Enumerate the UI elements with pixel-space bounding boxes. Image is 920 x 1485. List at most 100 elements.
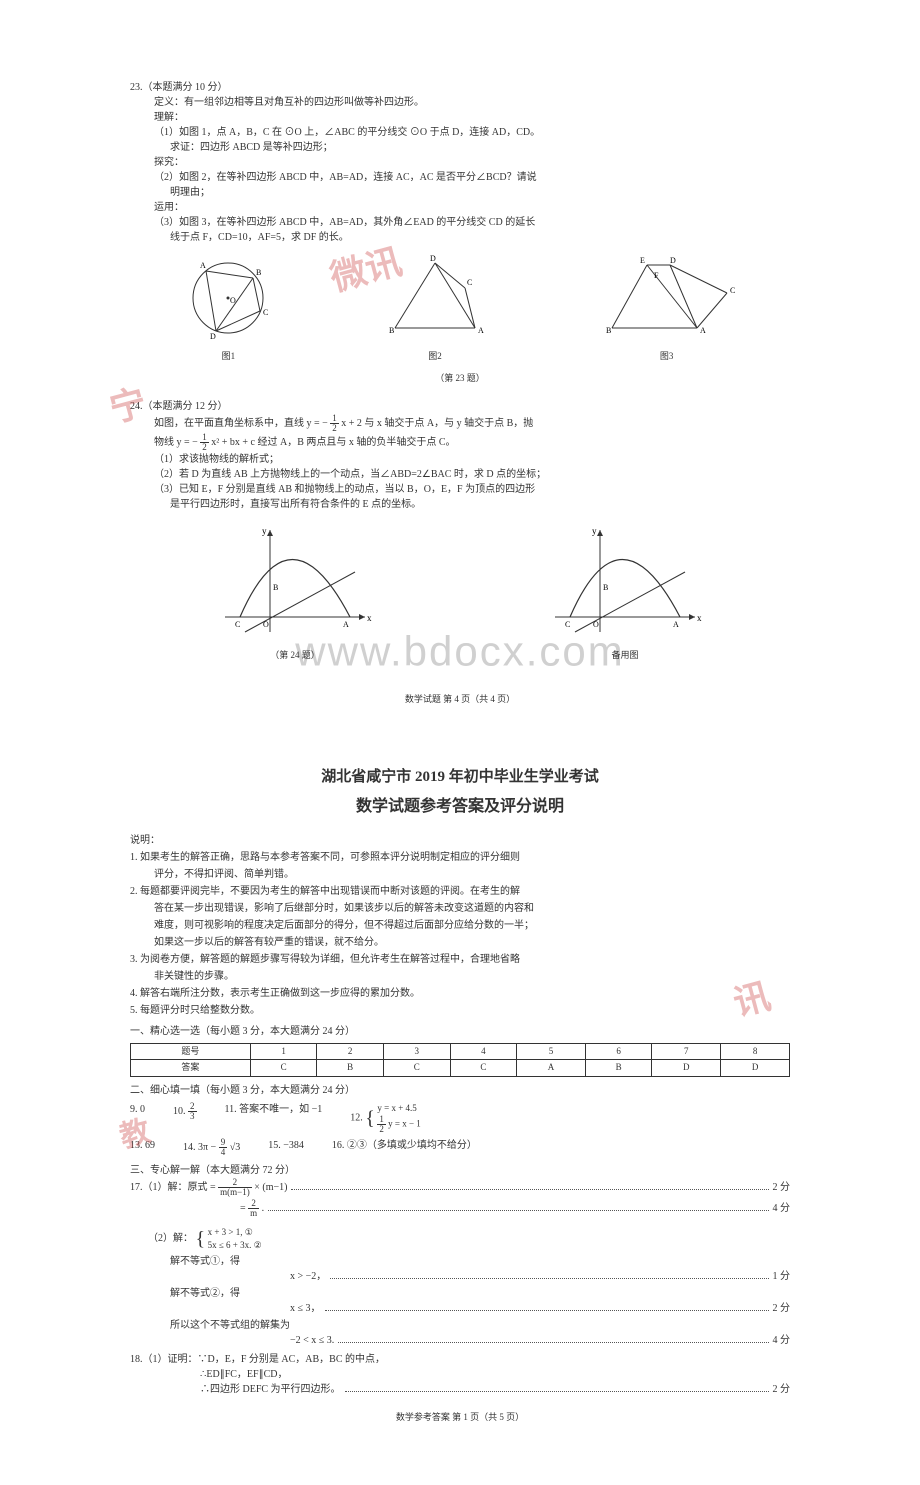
question-24: 宁 24.（本题满分 12 分） 如图，在平面直角坐标系中，直线 y = − 1…	[130, 399, 790, 663]
s18-1: 18.（1）证明：∵D，E，F 分别是 AC，AB，BC 的中点，	[130, 1352, 790, 1367]
svg-text:C: C	[730, 286, 735, 295]
q24-l1a: 如图，在平面直角坐标系中，直线 y = −	[154, 418, 330, 429]
s17-2-p1: 1 分	[773, 1269, 791, 1284]
svg-text:O: O	[230, 296, 236, 305]
q23-def: 定义：有一组邻边相等且对角互补的四边形叫做等补四边形。	[130, 95, 790, 110]
s17-1-eq2: = 2m .	[240, 1199, 264, 1218]
question-23: 23.（本题满分 10 分） 定义：有一组邻边相等且对角互补的四边形叫做等补四边…	[130, 80, 790, 385]
note-2b: 答在某一步出现错误，影响了后继部分时，如果该步以后的解答未改变这道题的内容和	[130, 901, 790, 916]
sec1-head: 一、精心选一选（每小题 3 分，本大题满分 24 分）	[130, 1024, 790, 1039]
f13: 13. 69	[130, 1138, 155, 1157]
q24-l2a: 物线 y = −	[154, 437, 200, 448]
s17-2h: （2）解：	[130, 1233, 193, 1244]
td-7: D	[652, 1060, 721, 1077]
f10n: 2	[188, 1102, 197, 1112]
q23-p1b: 求证：四边形 ABCD 是等补四边形；	[130, 140, 790, 155]
q23-fig3: B E D C A F 图3	[592, 253, 742, 364]
td-0: 答案	[131, 1060, 251, 1077]
dots	[325, 1310, 769, 1311]
q24-p3: （3）已知 E，F 分别是直线 AB 和抛物线上的动点，当以 B，O，E，F 为…	[130, 482, 790, 497]
note-1: 1. 如果考生的解答正确，思路与本参考答案不同，可参照本评分说明制定相应的评分细…	[130, 850, 790, 865]
td-3: C	[383, 1060, 450, 1077]
answer-title1: 湖北省咸宁市 2019 年初中毕业生学业考试	[130, 766, 790, 789]
s17-2-p2: 2 分	[773, 1301, 791, 1316]
svg-text:E: E	[640, 256, 645, 265]
f12: 12. { y = x + 4.5 12 y = x − 1	[350, 1102, 421, 1135]
f12eq1: y = x + 4.5	[377, 1103, 416, 1113]
q23-yy: 运用：	[130, 200, 790, 215]
note-3b: 非关键性的步骤。	[130, 969, 790, 984]
f12eq2r: y = x − 1	[388, 1119, 421, 1129]
s17-1a-text: 17.（1）解：原式 =	[130, 1182, 218, 1193]
q23-p2b: 明理由；	[130, 185, 790, 200]
td-5: A	[517, 1060, 586, 1077]
s17-2-l1: 解不等式①，得	[130, 1254, 790, 1269]
f9: 9. 0	[130, 1102, 145, 1135]
dots	[291, 1189, 768, 1190]
q23-fig3-label: 图3	[592, 350, 742, 364]
svg-text:D: D	[210, 332, 216, 341]
th-2: 2	[317, 1043, 384, 1060]
q24-fig-spare: x y O C A B 备用图	[545, 522, 705, 663]
svg-text:C: C	[235, 620, 240, 629]
answer-table: 题号 1 2 3 4 5 6 7 8 答案 C B C C A B D D	[130, 1043, 790, 1077]
svg-text:D: D	[670, 256, 676, 265]
q23-fig1-label: 图1	[178, 350, 278, 364]
svg-text:O: O	[593, 620, 599, 629]
note-1b: 评分，不得扣评阅、简单判错。	[130, 867, 790, 882]
s17-2-block: （2）解： { x + 3 > 1, ① 5x ≤ 6 + 3x. ②	[130, 1224, 790, 1254]
page-footer-1: 数学试题 第 4 页（共 4 页）	[130, 693, 790, 707]
f14r: √3	[230, 1142, 241, 1153]
note-2: 2. 每题都要评阅完毕，不要因为考生的解答中出现错误而中断对该题的评阅。在考生的…	[130, 884, 790, 899]
table-answer-row: 答案 C B C C A B D D	[131, 1060, 790, 1077]
svg-text:B: B	[389, 326, 394, 335]
q23-fig1: A B C D O 图1	[178, 253, 278, 364]
s17-2-a3: −2 < x ≤ 3.	[290, 1333, 334, 1348]
f10a: 10.	[173, 1105, 188, 1116]
svg-text:y: y	[262, 526, 267, 536]
q24-figmain-label: （第 24 题）	[215, 649, 375, 663]
q24-figspare-label: 备用图	[545, 649, 705, 663]
svg-text:B: B	[606, 326, 611, 335]
svg-text:A: A	[343, 620, 349, 629]
q24-fig-main: x y O C A B （第 24 题）	[215, 522, 375, 663]
td-2: B	[317, 1060, 384, 1077]
svg-text:x: x	[367, 613, 372, 623]
s18-3: ∴四边形 DEFC 为平行四边形。	[200, 1382, 341, 1397]
fill-row-1: 教 9. 0 10. 23 11. 答案不唯一，如 −1 12. { y = x…	[130, 1102, 790, 1135]
f14a: 14. 3π −	[183, 1142, 219, 1153]
f16: 16. ②③（多填或少填均不给分）	[332, 1138, 477, 1157]
f12eq2d: 2	[377, 1125, 386, 1134]
td-8: D	[721, 1060, 790, 1077]
svg-text:x: x	[697, 613, 702, 623]
note-4: 4. 解答右端所注分数，表示考生正确做到这一步应得的累加分数。	[130, 986, 790, 1001]
s17-2sys2: 5x ≤ 6 + 3x. ②	[208, 1240, 262, 1250]
q24-l2b: x² + bx + c 经过 A，B 两点且与 x 轴的负半轴交于点 C。	[211, 437, 455, 448]
s17-2-a1: x > −2，	[290, 1269, 326, 1284]
q23-p3b: 线于点 F，CD=10，AF=5，求 DF 的长。	[130, 230, 790, 245]
solution-18: 18.（1）证明：∵D，E，F 分别是 AC，AB，BC 的中点， ∴ED∥FC…	[130, 1352, 790, 1397]
f15: 15. −384	[268, 1138, 304, 1157]
svg-text:y: y	[592, 526, 597, 536]
solution-17: 17.（1）解：原式 = 2m(m−1) × (m−1) 2 分 = 2m . …	[130, 1178, 790, 1348]
svg-text:O: O	[263, 620, 269, 629]
svg-text:C: C	[467, 278, 472, 287]
f11: 11. 答案不唯一，如 −1	[225, 1102, 323, 1135]
sec3-head: 三、专心解一解（本大题满分 72 分）	[130, 1163, 790, 1178]
q23-fig2-label: 图2	[375, 350, 495, 364]
f14: 14. 3π − 94 √3	[183, 1138, 240, 1157]
q23-p2: （2）如图 2，在等补四边形 ABCD 中，AB=AD，连接 AC，AC 是否平…	[130, 170, 790, 185]
note-3: 3. 为阅卷方便，解答题的解题步骤写得较为详细，但允许考生在解答过程中，合理地省…	[130, 952, 790, 967]
q24-line1: 如图，在平面直角坐标系中，直线 y = − 12 x + 2 与 x 轴交于点 …	[130, 414, 790, 433]
answer-title2: 数学试题参考答案及评分说明	[130, 795, 790, 819]
note-2c: 难度，则可视影响的程度决定后面部分的得分，但不得超过后面部分应给分数的一半；	[130, 918, 790, 933]
s17-2-l2: 解不等式②，得	[130, 1286, 790, 1301]
svg-text:A: A	[700, 326, 706, 335]
td-4: C	[450, 1060, 517, 1077]
q23-lh: 理解：	[130, 110, 790, 125]
dots	[268, 1210, 768, 1211]
s17-2-p3: 4 分	[773, 1333, 791, 1348]
svg-text:F: F	[654, 271, 659, 280]
q23-fig2: B D C A 图2	[375, 253, 495, 364]
th-8: 8	[721, 1043, 790, 1060]
